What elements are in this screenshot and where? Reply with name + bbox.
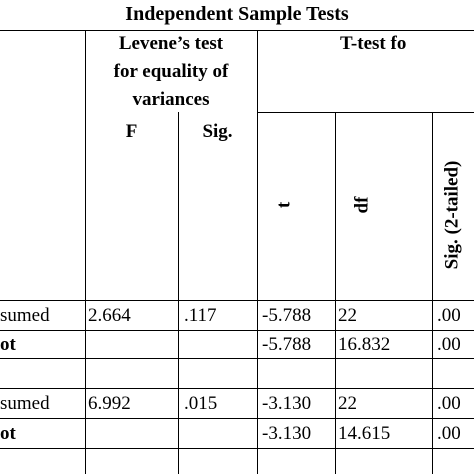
rule xyxy=(0,388,474,389)
cell: .015 xyxy=(184,393,218,414)
column-header: F xyxy=(125,121,138,142)
rule xyxy=(0,330,474,331)
cell: 16.832 xyxy=(338,334,391,355)
column-header: df xyxy=(351,196,373,214)
column-header: Sig. (2-tailed) xyxy=(441,160,463,270)
cell: .00 xyxy=(437,305,461,326)
cell: ot xyxy=(0,423,16,444)
cell: sumed xyxy=(0,393,50,414)
rule xyxy=(257,112,474,113)
rule xyxy=(257,30,258,474)
cell: .00 xyxy=(437,423,461,444)
header-cell: for equality of xyxy=(113,61,229,82)
cell: .00 xyxy=(437,393,461,414)
rule xyxy=(178,112,179,474)
column-header: Sig. xyxy=(202,121,233,142)
table-title: Independent Sample Tests xyxy=(125,3,349,25)
rule xyxy=(335,112,336,474)
header-cell: variances xyxy=(132,89,210,110)
cell: ot xyxy=(0,334,16,355)
cell: 6.992 xyxy=(88,393,131,414)
cell: 2.664 xyxy=(88,305,131,326)
cell: sumed xyxy=(0,305,50,326)
rule xyxy=(0,358,474,359)
header-cell: Levene’s test xyxy=(118,33,224,54)
rule xyxy=(85,30,86,474)
rule xyxy=(0,448,474,449)
rule xyxy=(0,300,474,301)
header-cell: T-test fo xyxy=(340,33,407,54)
rule xyxy=(0,418,474,419)
cell: 22 xyxy=(338,393,357,414)
rule xyxy=(0,30,474,31)
cell: -3.130 xyxy=(262,393,312,414)
cell: 22 xyxy=(338,305,357,326)
column-header: t xyxy=(273,201,295,209)
cell: -5.788 xyxy=(262,305,312,326)
cell: -3.130 xyxy=(262,423,312,444)
rule xyxy=(432,112,433,474)
cell: 14.615 xyxy=(338,423,391,444)
cell: -5.788 xyxy=(262,334,312,355)
cell: .117 xyxy=(184,305,217,326)
cell: .00 xyxy=(437,334,461,355)
